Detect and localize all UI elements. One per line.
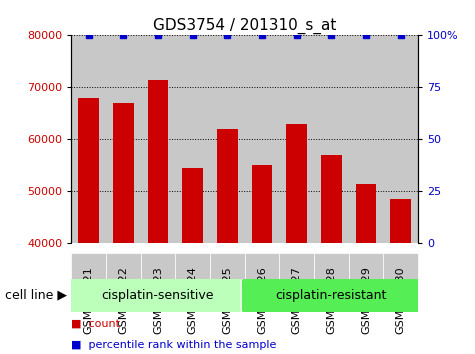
Text: cell line ▶: cell line ▶ [5,289,67,302]
Bar [175,253,210,279]
Bar [210,253,245,279]
Text: GSM385721: GSM385721 [84,266,94,334]
Bar [279,35,314,243]
Bar [210,35,245,243]
Bar [106,253,141,279]
Bar [245,253,279,279]
Text: cisplatin-sensitive: cisplatin-sensitive [102,289,214,302]
Bar [148,80,168,243]
Bar [245,35,279,243]
FancyBboxPatch shape [241,278,421,313]
Text: GSM385729: GSM385729 [361,266,371,334]
Bar [78,98,99,243]
Bar [71,35,106,243]
Bar [217,129,238,243]
Bar [314,35,349,243]
Text: ■  count: ■ count [71,319,120,329]
Bar [141,35,175,243]
Bar [314,253,349,279]
Bar [383,35,418,243]
Bar [279,253,314,279]
Text: ■  percentile rank within the sample: ■ percentile rank within the sample [71,340,276,350]
Text: GSM385722: GSM385722 [118,266,128,334]
Text: GSM385723: GSM385723 [153,266,163,334]
FancyBboxPatch shape [68,278,248,313]
Bar [349,35,383,243]
Bar [182,168,203,243]
Bar [113,103,133,243]
Bar [141,253,175,279]
Text: GSM385724: GSM385724 [188,266,198,334]
Bar [286,124,307,243]
Bar [383,253,418,279]
Text: cisplatin-resistant: cisplatin-resistant [276,289,387,302]
Bar [106,35,141,243]
Text: GSM385730: GSM385730 [396,266,406,334]
Bar [175,35,210,243]
Title: GDS3754 / 201310_s_at: GDS3754 / 201310_s_at [153,18,336,34]
Bar [349,253,383,279]
Bar [252,165,272,243]
Bar [71,253,106,279]
Text: GSM385726: GSM385726 [257,266,267,334]
Bar [390,199,411,243]
Text: GSM385725: GSM385725 [222,266,232,334]
Text: GSM385727: GSM385727 [292,266,302,334]
Bar [321,155,342,243]
Bar [356,183,376,243]
Text: GSM385728: GSM385728 [326,266,336,334]
